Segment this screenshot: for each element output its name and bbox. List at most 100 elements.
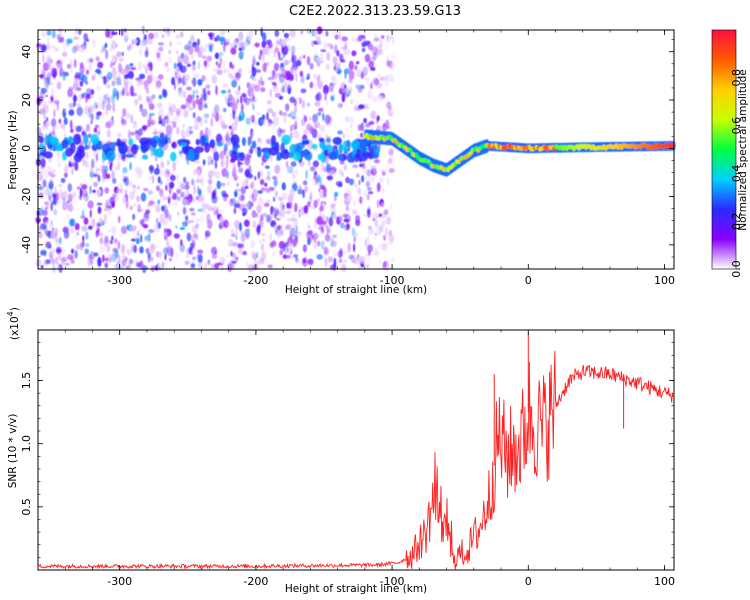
spectrogram-cell [52, 126, 56, 137]
spectrogram-cell [300, 88, 307, 94]
spectrogram-cell [125, 111, 130, 120]
spectrogram-cell [106, 84, 111, 89]
spectrogram-cell [42, 179, 47, 188]
spectrogram-cell [287, 242, 293, 253]
spectrogram-cell [324, 133, 330, 139]
spectrogram-cell [313, 222, 318, 229]
spectrogram-cell [280, 229, 284, 236]
spectrogram-cell [87, 259, 91, 266]
spectrogram-cell [135, 130, 141, 141]
spectrogram-cell [194, 149, 200, 161]
spectrogram-cell [351, 50, 357, 57]
spectrogram-cell [344, 41, 348, 50]
spectrogram-cell [175, 34, 181, 39]
spectrogram-cell [156, 218, 159, 224]
spectrogram-cell [372, 46, 378, 56]
spectrogram-cell [143, 34, 146, 38]
spectrogram-cell [337, 103, 343, 108]
spectrogram-cell [208, 128, 212, 137]
spectrogram-cell [368, 60, 374, 69]
spectrogram-cell [73, 138, 79, 145]
spectrogram-cell [387, 125, 391, 130]
spectrogram-cell [193, 123, 199, 131]
spectrogram-cell [95, 56, 100, 62]
spectrogram-cell [174, 62, 177, 70]
spectrogram-cell [88, 225, 93, 230]
spectrogram-cell [330, 45, 334, 50]
spectrogram-cell [119, 265, 125, 269]
spectrogram-cell [130, 143, 138, 155]
spectrogram-cell [118, 57, 124, 62]
spectrogram-cell [343, 164, 347, 171]
spectrogram-cell [337, 130, 343, 135]
spectrogram-cell [390, 63, 395, 72]
spectrogram-cell [57, 183, 63, 188]
spectrogram-cell [129, 191, 135, 201]
spectrogram-cell [172, 161, 176, 172]
spectrogram-cell [62, 42, 66, 52]
spectrogram-cell [319, 176, 323, 187]
spectrogram-cell [219, 36, 226, 43]
spectrogram-cell [111, 252, 117, 262]
spectrogram-cell [368, 120, 375, 125]
spectrogram-cell [194, 89, 199, 95]
spectrogram-cell [81, 184, 88, 190]
spectrogram-cell [62, 73, 66, 81]
spectrogram-cell [74, 234, 77, 240]
spectrogram-cell [269, 233, 272, 242]
y-tick-label: 0 [20, 145, 33, 152]
spectrogram-cell [108, 118, 115, 123]
spectrogram-cell [308, 159, 311, 166]
spectrogram-cell [92, 173, 98, 178]
spectrogram-cell [273, 62, 280, 71]
spectrogram-cell [392, 260, 397, 265]
spectrogram-cell [140, 104, 143, 109]
spectrogram-cell [186, 86, 192, 91]
spectrogram-cell [355, 84, 360, 90]
spectrogram-cell [97, 128, 102, 132]
spectrogram-cell [65, 38, 70, 47]
spectrogram-cell [210, 117, 214, 126]
spectrogram-cell [95, 167, 101, 172]
spectrogram-cell [96, 202, 103, 206]
spectrogram-cell [392, 192, 395, 197]
spectrogram-cell [386, 258, 389, 268]
spectrogram-cell [322, 112, 325, 121]
spectrogram-cell [149, 243, 156, 254]
spectrogram-cell [204, 142, 211, 153]
spectrogram-cell [150, 120, 156, 126]
spectrogram-cell [67, 86, 75, 90]
spectrogram-cell [212, 32, 215, 37]
spectrogram-cell [218, 209, 223, 215]
spectrogram-cell [289, 227, 296, 238]
spectrogram-cell [194, 117, 198, 124]
spectrogram-cell [70, 259, 75, 264]
spectrogram-cell [339, 215, 343, 223]
spectrogram-cell [50, 67, 57, 75]
spectrogram-cell [169, 257, 172, 262]
spectrogram-cell [318, 137, 325, 143]
spectrogram-cell [122, 178, 128, 182]
spectrogram-cell [274, 92, 281, 98]
spectrogram-cell [88, 140, 91, 150]
spectrogram-cell [190, 212, 196, 216]
spectrogram-cell [238, 246, 243, 255]
spectrogram-cell [265, 39, 271, 45]
spectrogram-cell [142, 224, 149, 229]
spectrogram-cell [343, 68, 350, 74]
spectrogram-cell [183, 108, 187, 119]
spectrogram-cell [73, 93, 76, 102]
spectrogram-cell [257, 81, 261, 88]
spectrogram-cell [268, 146, 279, 156]
spectrogram-cell [261, 237, 266, 243]
spectrogram-cell [281, 39, 286, 48]
spectrogram-cell [46, 29, 52, 36]
spectrogram-cell [279, 224, 284, 229]
spectrogram-cell [128, 263, 131, 271]
spectrogram-cell [274, 81, 277, 89]
spectrogram-cell [320, 162, 325, 172]
spectrogram-cell [289, 110, 296, 120]
spectrogram-cell [112, 178, 117, 184]
spectrogram-cell [290, 124, 293, 133]
spectrogram-cell [223, 107, 227, 113]
